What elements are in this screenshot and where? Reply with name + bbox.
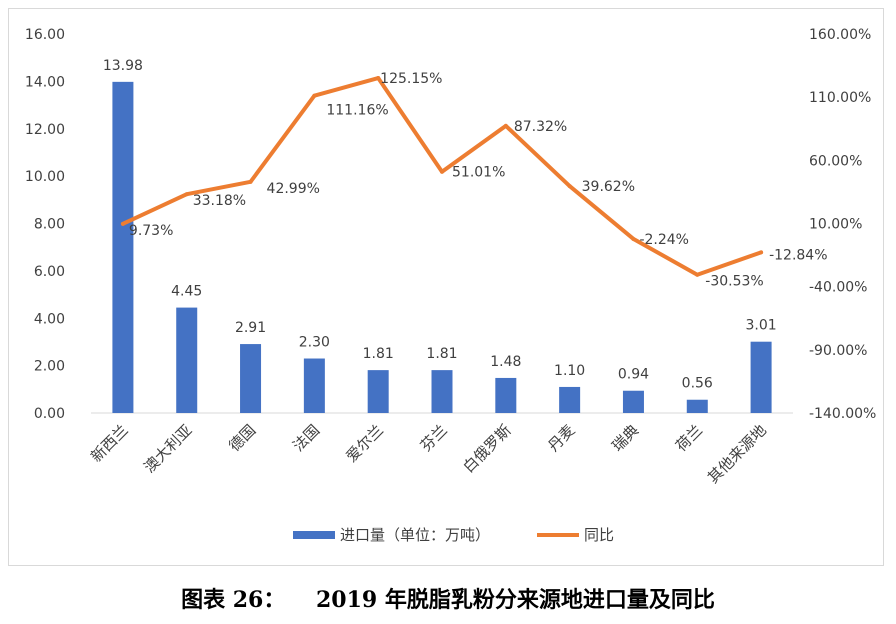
bar-3 <box>240 344 262 413</box>
bar-11 <box>750 341 772 413</box>
legend: 进口量（单位：万吨） 同比 <box>293 526 614 544</box>
line-value-label: 39.62% <box>582 179 635 195</box>
bar-value-label: 0.56 <box>682 376 713 392</box>
line-value-label: -30.53% <box>705 274 763 290</box>
left-axis-tick-label: 12.00 <box>25 122 65 138</box>
bar-10 <box>686 399 708 413</box>
yoy-point-7 <box>503 123 508 128</box>
bar-value-label: 1.81 <box>426 346 457 362</box>
left-axis-tick-label: 4.00 <box>34 311 65 327</box>
bar-value-label: 3.01 <box>746 318 777 334</box>
line-data-labels: 9.73% 33.18% 42.99% 111.16% 125.15% 51.01% 87.… <box>129 71 828 290</box>
left-axis-tick-label: 14.00 <box>25 74 65 90</box>
category-label: 白俄罗斯 <box>459 421 514 476</box>
right-axis-tick-label: 60.00% <box>809 153 862 169</box>
line-value-label: 51.01% <box>452 165 505 181</box>
bar-value-label: 1.48 <box>490 354 521 370</box>
bar-data-labels: 13.98 4.45 2.91 2.30 1.81 1.81 1.48 1.10 0.94 0.5… <box>103 58 777 392</box>
combo-chart: 0.00 2.00 4.00 6.00 8.00 10.00 12.00 14.00 16.00… <box>25 27 876 544</box>
yoy-point-3 <box>248 179 253 184</box>
caption-spacer <box>285 585 316 611</box>
right-axis-tick-label: 160.00% <box>809 27 871 43</box>
line-value-label: 33.18% <box>193 193 246 209</box>
right-axis-tick-label: 110.00% <box>809 90 871 106</box>
bar-5 <box>367 370 389 413</box>
chart-frame: 0.00 2.00 4.00 6.00 8.00 10.00 12.00 14.00 16.00… <box>8 8 884 566</box>
line-value-label: 125.15% <box>380 71 442 87</box>
right-axis-tick-label: -90.00% <box>809 343 867 359</box>
line-value-label: -2.24% <box>639 232 689 248</box>
category-label: 其他来源地 <box>704 421 770 487</box>
yoy-point-6 <box>440 169 444 174</box>
left-axis-tick-label: 6.00 <box>34 264 65 280</box>
legend-line-label: 同比 <box>584 526 614 544</box>
yoy-point-8 <box>567 184 572 189</box>
right-axis-tick-label: -140.00% <box>809 406 876 422</box>
yoy-point-5 <box>376 76 381 81</box>
yoy-point-10 <box>695 272 700 277</box>
yoy-point-9 <box>631 236 636 241</box>
legend-bar-swatch <box>293 531 335 539</box>
left-axis-tick-label: 10.00 <box>25 169 65 185</box>
line-value-label: 111.16% <box>326 103 388 119</box>
category-label: 法国 <box>289 421 323 455</box>
left-axis-tick-label: 16.00 <box>25 27 65 43</box>
bar-value-label: 1.81 <box>363 346 394 362</box>
caption-prefix: 图表 26： <box>181 587 286 613</box>
category-label: 澳大利亚 <box>140 421 195 476</box>
bar-7 <box>495 377 517 413</box>
line-series <box>120 76 764 277</box>
bar-value-label: 1.10 <box>554 363 585 379</box>
bar-value-label: 13.98 <box>103 58 143 74</box>
right-axis: -140.00% -90.00% -40.00% 10.00% 60.00% 110.00… <box>809 27 876 422</box>
line-value-label: 42.99% <box>267 181 320 197</box>
right-axis-tick-label: -40.00% <box>809 280 867 296</box>
bar-8 <box>559 386 581 413</box>
left-axis-tick-label: 8.00 <box>34 217 65 233</box>
category-label: 爱尔兰 <box>342 421 387 466</box>
bar-series <box>112 81 772 413</box>
legend-bar-label: 进口量（单位：万吨） <box>340 526 490 544</box>
yoy-point-4 <box>312 93 317 98</box>
yoy-point-11 <box>759 250 764 255</box>
bar-1 <box>112 81 134 413</box>
bar-9 <box>622 390 644 413</box>
bar-2 <box>176 307 198 413</box>
line-value-label: -12.84% <box>769 247 827 263</box>
yoy-point-2 <box>184 192 189 197</box>
left-axis-tick-label: 0.00 <box>34 406 65 422</box>
category-label: 丹麦 <box>545 421 579 455</box>
left-axis-tick-label: 2.00 <box>34 359 65 375</box>
bar-value-label: 2.91 <box>235 320 266 336</box>
category-label: 瑞典 <box>608 421 642 455</box>
bar-6 <box>431 370 453 413</box>
line-value-label: 87.32% <box>514 119 567 135</box>
category-label: 德国 <box>225 421 259 455</box>
right-axis-tick-label: 10.00% <box>809 217 862 233</box>
bar-4 <box>303 358 325 413</box>
left-axis: 0.00 2.00 4.00 6.00 8.00 10.00 12.00 14.00 16.00 <box>25 27 793 422</box>
bar-value-label: 0.94 <box>618 367 649 383</box>
bar-value-label: 4.45 <box>171 284 202 300</box>
figure-caption: 图表 26： 2019 年脱脂乳粉分来源地进口量及同比 <box>0 576 896 620</box>
category-label: 新西兰 <box>87 421 132 466</box>
caption-text: 2019 年脱脂乳粉分来源地进口量及同比 <box>316 587 715 613</box>
line-value-label: 9.73% <box>129 223 173 239</box>
yoy-point-1 <box>120 221 125 226</box>
category-label: 芬兰 <box>417 421 451 455</box>
category-label: 荷兰 <box>672 421 706 455</box>
bar-value-label: 2.30 <box>299 335 330 351</box>
